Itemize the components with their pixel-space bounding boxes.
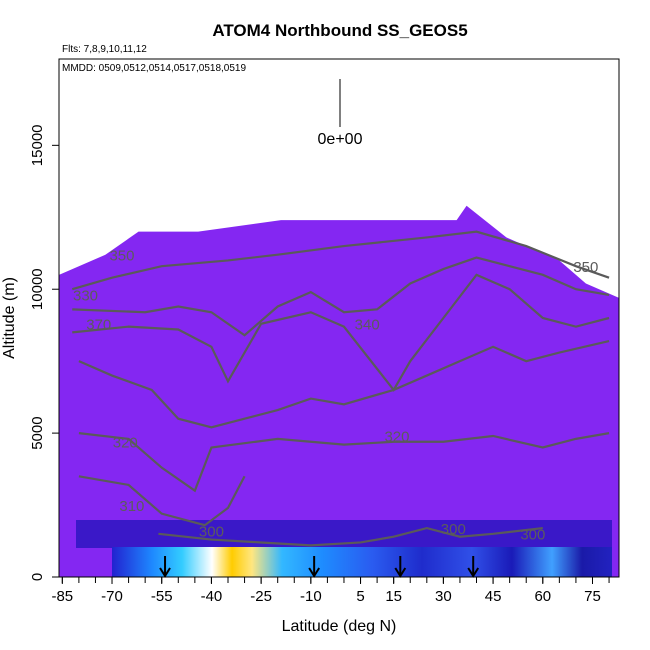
plot-area: 300 310 320 320 340 370 330 350 350 300 300 [59,205,619,577]
x-tick-label: 15 [385,588,402,605]
colorscale-label: 0e+00 [318,131,363,148]
theta-contour-350 [72,256,610,337]
contour-label: 330 [73,288,98,305]
theta-contour-310 [78,475,246,527]
flights-label: Flts: 7,8,9,10,11,12 [62,44,147,55]
x-axis-label: Latitude (deg N) [282,618,397,635]
contour-label: 310 [119,498,144,515]
x-tick-label: -85 [51,588,73,605]
x-tick-label: 5 [356,588,364,605]
contour-label: 300 [441,521,466,538]
y-tick-label: 5000 [29,416,46,449]
contour-labels: 300 310 320 320 340 370 330 350 350 300 300 [73,247,598,543]
contour-label: 350 [573,259,598,276]
contour-label: 370 [86,317,111,334]
y-axis: 0 5000 10000 15000 [29,124,59,581]
x-tick-label: -70 [101,588,123,605]
x-tick-label: 45 [485,588,502,605]
x-tick-label: -55 [151,588,173,605]
x-tick-label: 75 [584,588,601,605]
y-tick-label: 0 [29,573,46,581]
x-tick-label: 30 [435,588,452,605]
contour-label: 320 [384,429,409,446]
y-tick-label: 15000 [29,124,46,166]
plot-frame [58,58,620,578]
x-tick-label: -10 [300,588,322,605]
contour-label: 300 [520,527,545,544]
theta-contour-380 [71,230,610,291]
contour-label: 350 [109,247,134,264]
theta-contour-320 [78,432,610,493]
chart-title: ATOM4 Northbound SS_GEOS5 [212,21,467,40]
theta-contour-300 [158,526,543,547]
y-tick-label: 10000 [29,268,46,310]
x-axis: -85 -70 -55 -40 -25 -10 5 15 30 45 60 75 [51,577,610,605]
theta-contour-340 [72,273,610,392]
contour-label: 300 [199,524,224,541]
field-envelope [59,205,619,577]
x-tick-label: 60 [534,588,551,605]
dates-label: MMDD: 0509,0512,0514,0517,0518,0519 [62,63,246,74]
y-axis-label: Altitude (m) [1,277,18,359]
flight-marker-arrowhead [308,567,320,578]
flight-marker-arrowhead [394,567,407,578]
flight-markers [159,556,480,578]
flight-marker-arrowhead [159,567,171,578]
contour-label: 320 [113,435,138,452]
x-tick-label: -40 [201,588,223,605]
theta-contour-330 [78,339,610,429]
x-tick-label: -25 [250,588,272,605]
flight-marker-arrowhead [467,567,480,578]
contour-label: 340 [355,317,380,334]
theta-contours [71,230,610,547]
near-surface-band [112,547,612,577]
